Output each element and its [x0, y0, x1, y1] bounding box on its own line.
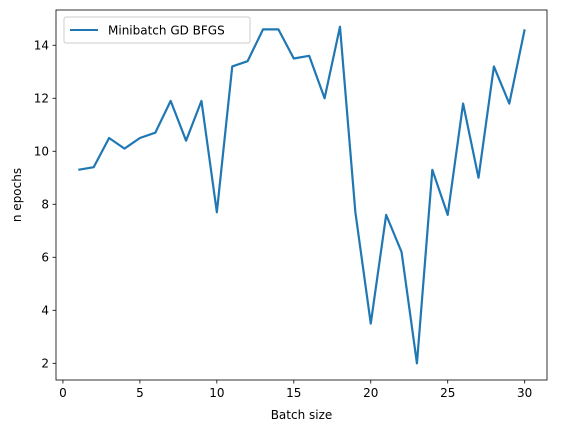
y-tick-label: 4	[41, 304, 49, 318]
x-tick-label: 5	[136, 386, 144, 400]
series-line	[78, 25, 526, 365]
x-axis: 0 5 10 15 20 25 30	[59, 380, 532, 400]
y-tick-label: 10	[34, 145, 49, 159]
x-tick-label: 25	[440, 386, 455, 400]
y-tick-label: 2	[41, 357, 49, 371]
x-axis-label: Batch size	[271, 408, 333, 422]
y-tick-label: 6	[41, 251, 49, 265]
x-tick-label: 0	[59, 386, 67, 400]
x-tick-label: 10	[209, 386, 224, 400]
y-tick-label: 8	[41, 198, 49, 212]
legend: Minibatch GD BFGS	[63, 16, 251, 44]
y-axis-label: n epochs	[10, 168, 24, 222]
x-tick-label: 20	[363, 386, 378, 400]
legend-entry-label: Minibatch GD BFGS	[108, 24, 225, 38]
y-tick-label: 14	[34, 39, 49, 53]
y-axis: 2 4 6 8 10 12 14	[34, 39, 56, 371]
x-tick-label: 30	[517, 386, 532, 400]
y-tick-label: 12	[34, 92, 49, 106]
plot-area-frame	[55, 9, 548, 381]
legend-box	[63, 16, 251, 44]
series-layer	[78, 25, 526, 365]
x-tick-label: 15	[286, 386, 301, 400]
